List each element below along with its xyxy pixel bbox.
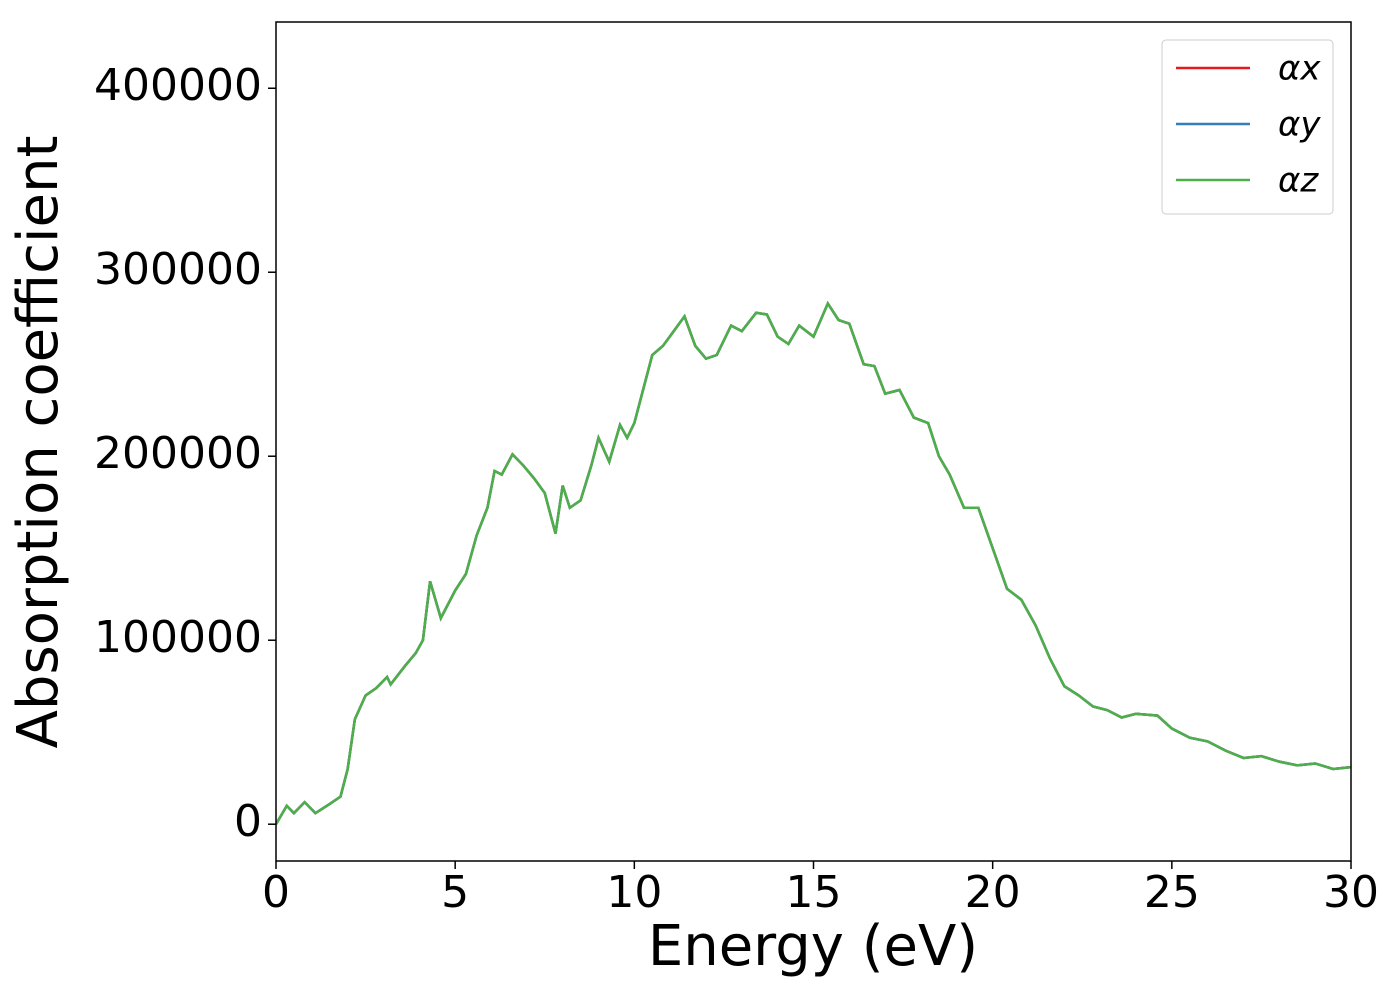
legend-label: αx: [1278, 49, 1321, 89]
y-tick-label: 100000: [94, 612, 262, 663]
y-tick-label: 300000: [94, 244, 262, 295]
x-axis-label: Energy (eV): [648, 914, 978, 979]
x-tick-label: 5: [441, 867, 469, 918]
data-line: [274, 300, 1352, 825]
x-tick-label: 10: [606, 867, 662, 918]
plot-frame: [275, 21, 1352, 862]
x-tick-label: 30: [1323, 867, 1379, 918]
y-tick-label: 400000: [94, 60, 262, 111]
x-tick-label: 15: [786, 867, 842, 918]
x-tick-label: 0: [262, 867, 290, 918]
legend-label: αy: [1278, 105, 1321, 145]
legend-box: [1161, 39, 1334, 215]
x-tick-label: 25: [1144, 867, 1200, 918]
data-line: [274, 300, 1352, 825]
legend-label: αz: [1278, 161, 1319, 201]
data-line: [274, 300, 1352, 825]
y-axis-label: Absorption coefficient: [6, 136, 71, 749]
x-tick-label: 20: [965, 867, 1021, 918]
y-tick-label: 200000: [94, 428, 262, 479]
y-tick-label: 0: [234, 796, 262, 847]
